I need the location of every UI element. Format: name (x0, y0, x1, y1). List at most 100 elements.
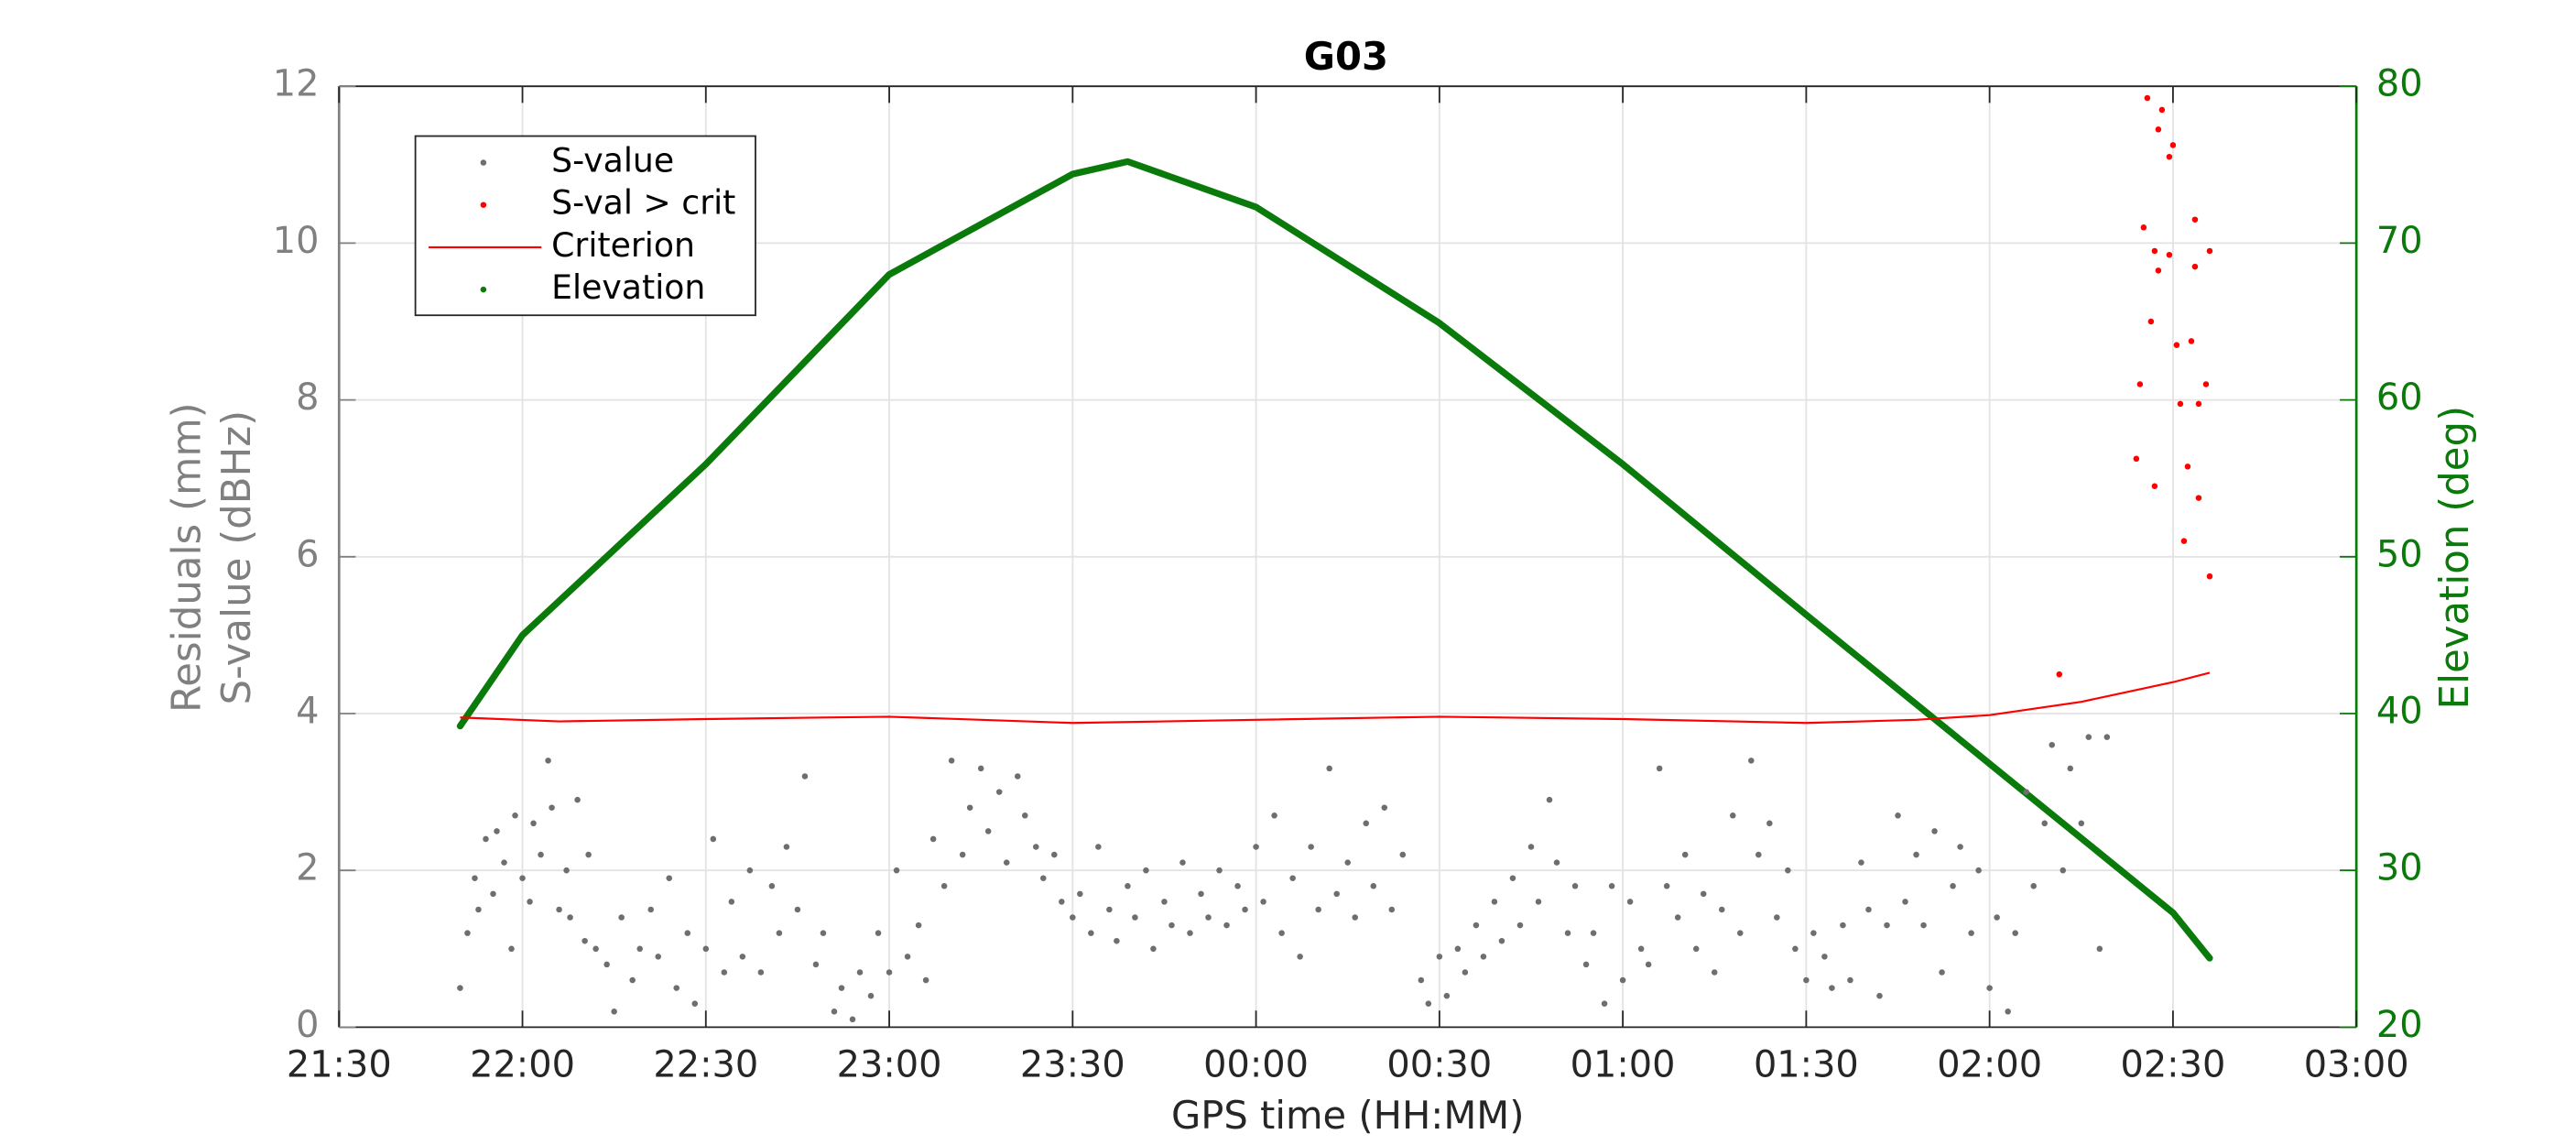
data-point (2049, 741, 2055, 748)
data-point (666, 875, 673, 882)
data-point (629, 976, 636, 984)
x-tick-label: 01:30 (1754, 1043, 1859, 1085)
data-point (1289, 875, 1296, 882)
x-tick-label: 01:00 (1571, 1043, 1676, 1085)
data-point (838, 985, 845, 991)
data-point (1582, 961, 1590, 968)
data-point (2030, 883, 2037, 889)
data-point (794, 906, 801, 913)
data-point (2144, 94, 2151, 102)
data-point (2173, 342, 2180, 348)
x-tick-label: 02:00 (1937, 1043, 2042, 1085)
y2-tick-label: 50 (2376, 533, 2423, 575)
data-point (1205, 914, 1212, 921)
data-point (702, 945, 710, 953)
data-point (757, 969, 765, 976)
data-point (1088, 930, 1094, 936)
y2-tick-label: 40 (2376, 690, 2423, 732)
data-point (472, 875, 478, 882)
data-point (1234, 883, 1241, 889)
data-point (1601, 1000, 1608, 1007)
data-point (501, 859, 507, 866)
data-point (2195, 495, 2202, 501)
data-point (691, 1000, 699, 1007)
data-point (1509, 875, 1516, 882)
data-point (966, 804, 973, 811)
data-point (893, 867, 900, 874)
data-point (538, 851, 544, 858)
data-point (1766, 820, 1773, 827)
data-point (2206, 572, 2213, 580)
data-point (2133, 455, 2140, 463)
y-tick-label: 8 (296, 376, 319, 419)
data-point (1150, 945, 1157, 953)
data-point (2158, 106, 2166, 114)
data-point (1308, 844, 1314, 850)
data-point (618, 914, 625, 921)
data-point (1748, 758, 1755, 764)
data-point (1913, 851, 1919, 858)
data-point (1571, 883, 1579, 889)
data-point (1498, 937, 1505, 944)
data-point (1895, 812, 1901, 819)
y2-tick-label: 60 (2376, 376, 2423, 419)
data-point (1473, 921, 1480, 929)
y-tick-label: 10 (273, 220, 320, 262)
x-tick-label: 22:00 (470, 1043, 575, 1085)
x-tick-label: 23:30 (1020, 1043, 1125, 1085)
data-point (1260, 899, 1266, 905)
data-point (494, 828, 500, 834)
data-point (1161, 899, 1168, 905)
data-point (582, 937, 588, 944)
data-point (1187, 930, 1193, 936)
data-point (2012, 930, 2018, 936)
legend-swatch (480, 159, 487, 166)
data-point (2191, 263, 2199, 270)
data-point (2136, 381, 2144, 387)
data-point (508, 945, 515, 953)
data-point (1077, 890, 1083, 898)
data-point (684, 930, 691, 936)
data-point (592, 945, 599, 953)
data-point (1223, 921, 1230, 929)
data-point (1829, 985, 1835, 991)
data-point (636, 945, 643, 953)
data-point (1968, 930, 1974, 936)
data-point (1590, 930, 1597, 936)
data-point (1656, 765, 1663, 772)
data-point (2202, 381, 2210, 387)
data-point (545, 758, 551, 764)
data-point (2155, 267, 2162, 274)
data-point (2166, 153, 2173, 160)
data-point (1418, 976, 1425, 984)
data-point (1792, 945, 1799, 953)
legend-label: Elevation (551, 267, 705, 307)
data-point (1454, 945, 1462, 953)
data-point (1326, 765, 1332, 772)
data-point (1344, 859, 1351, 866)
data-point (483, 835, 489, 843)
data-point (2184, 463, 2191, 470)
data-point (1803, 976, 1810, 984)
data-point (1840, 921, 1846, 929)
x-tick-label: 22:30 (653, 1043, 758, 1085)
data-point (1014, 773, 1021, 780)
data-point (2177, 400, 2184, 408)
data-point (1994, 914, 2000, 921)
data-point (1553, 859, 1560, 866)
data-point (1847, 976, 1853, 984)
data-point (768, 883, 776, 889)
data-point (948, 758, 955, 764)
data-point (530, 820, 537, 827)
data-point (1821, 954, 1828, 960)
data-point (1931, 828, 1938, 834)
y-tick-label: 0 (296, 1004, 319, 1046)
data-point (1315, 906, 1321, 913)
data-point (940, 883, 948, 889)
data-point (1480, 954, 1487, 960)
elevation-line (456, 158, 2213, 962)
x-tick-label: 03:00 (2304, 1043, 2409, 1085)
data-point (567, 914, 573, 921)
data-point (1637, 945, 1645, 953)
